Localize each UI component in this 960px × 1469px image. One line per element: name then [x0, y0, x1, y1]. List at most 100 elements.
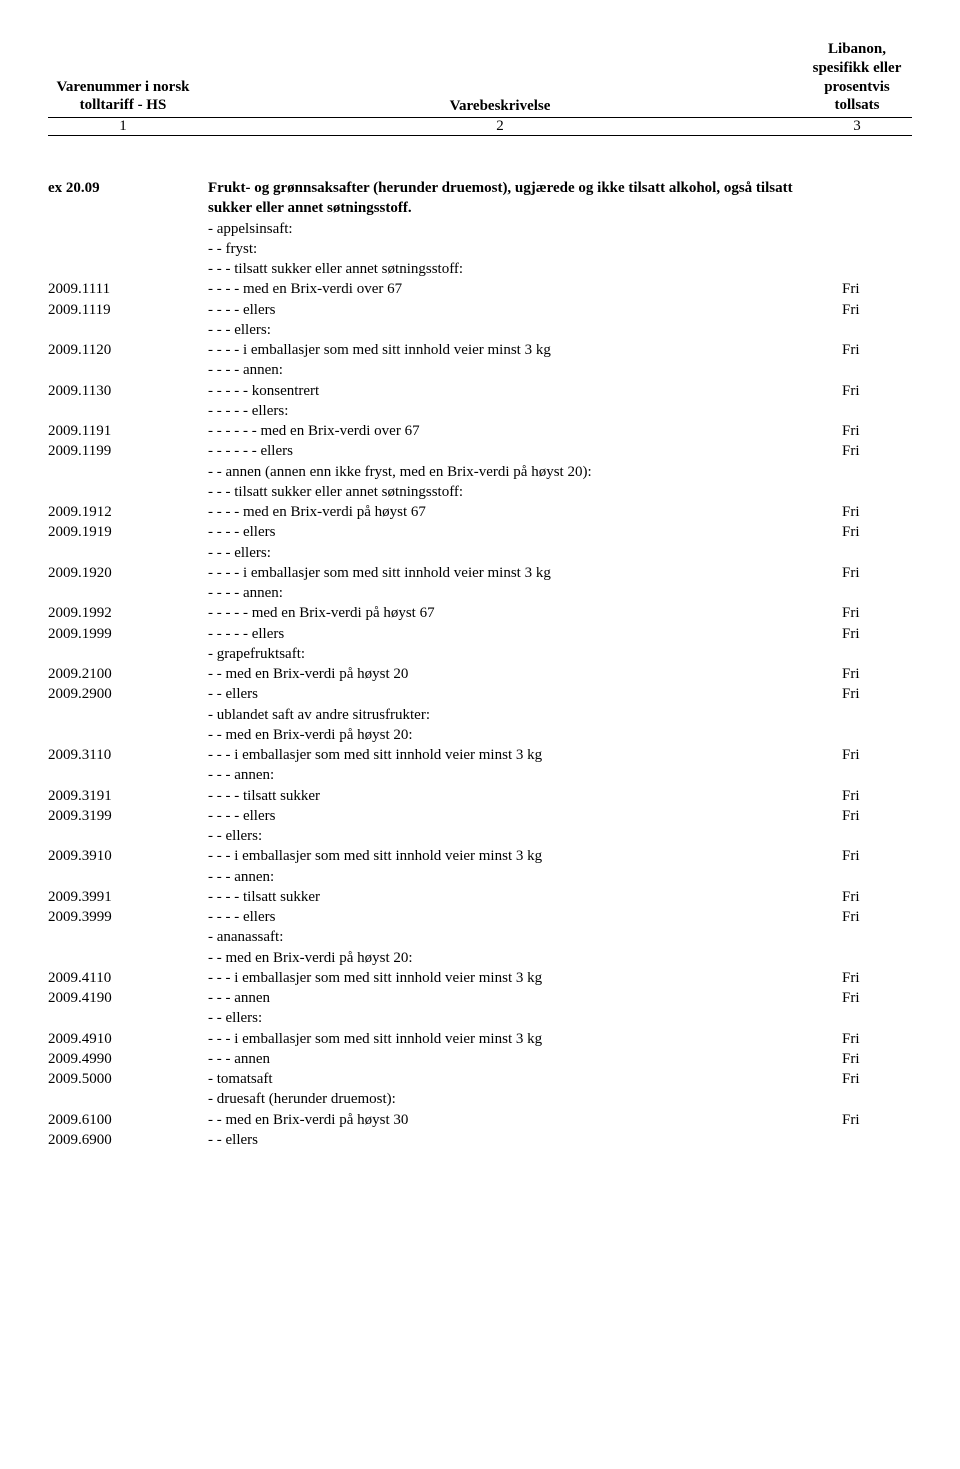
- table-row: 2009.4910- - - i emballasjer som med sit…: [48, 1029, 912, 1049]
- table-row: 2009.3910- - - i emballasjer som med sit…: [48, 846, 912, 866]
- table-row: 2009.4110- - - i emballasjer som med sit…: [48, 968, 912, 988]
- table-row: 2009.3191- - - - tilsatt sukkerFri: [48, 786, 912, 806]
- rate-cell: Fri: [842, 563, 912, 583]
- table-row: 2009.2900- - ellersFri: [48, 684, 912, 704]
- rate-cell: Fri: [842, 846, 912, 866]
- code-cell: 2009.6100: [48, 1110, 208, 1130]
- code-cell: 2009.6900: [48, 1130, 208, 1150]
- description-cell: - - med en Brix-verdi på høyst 20:: [208, 948, 842, 968]
- table-row: - - - tilsatt sukker eller annet søtning…: [48, 482, 912, 502]
- table-row: - - - tilsatt sukker eller annet søtning…: [48, 259, 912, 279]
- description-cell: - - ellers:: [208, 826, 842, 846]
- description-cell: - tomatsaft: [208, 1069, 842, 1089]
- rate-cell: Fri: [842, 745, 912, 765]
- code-cell: 2009.2900: [48, 684, 208, 704]
- rate-cell: Fri: [842, 421, 912, 441]
- rate-cell: Fri: [842, 1110, 912, 1130]
- table-row: 2009.1191- - - - - - med en Brix-verdi o…: [48, 421, 912, 441]
- code-cell: 2009.1992: [48, 603, 208, 623]
- description-cell: - - - ellers:: [208, 543, 842, 563]
- code-cell: 2009.3110: [48, 745, 208, 765]
- code-cell: 2009.4990: [48, 1049, 208, 1069]
- table-row: 2009.2100- - med en Brix-verdi på høyst …: [48, 664, 912, 684]
- table-row: - - - ellers:: [48, 543, 912, 563]
- description-cell: - - - - ellers: [208, 522, 842, 542]
- table-row: - - ellers:: [48, 826, 912, 846]
- description-cell: - - - - - med en Brix-verdi på høyst 67: [208, 603, 842, 623]
- description-cell: - - - - tilsatt sukker: [208, 887, 842, 907]
- description-cell: - - - annen: [208, 1049, 842, 1069]
- description-cell: - - annen (annen enn ikke fryst, med en …: [208, 462, 842, 482]
- rate-cell: Fri: [842, 603, 912, 623]
- table-row: - - - ellers:: [48, 320, 912, 340]
- rate-cell: Fri: [842, 279, 912, 299]
- code-cell: 2009.1920: [48, 563, 208, 583]
- table-row: - - - annen:: [48, 867, 912, 887]
- code-cell: 2009.3999: [48, 907, 208, 927]
- description-cell: - - - annen:: [208, 765, 842, 785]
- code-cell: 2009.1999: [48, 624, 208, 644]
- column-number-row: 1 2 3: [48, 118, 912, 136]
- description-cell: - - - - - ellers:: [208, 401, 842, 421]
- rate-cell: Fri: [842, 684, 912, 704]
- table-row: - - annen (annen enn ikke fryst, med en …: [48, 462, 912, 482]
- description-cell: - - - tilsatt sukker eller annet søtning…: [208, 259, 842, 279]
- description-cell: - - - - annen:: [208, 583, 842, 603]
- description-cell: - - - annen: [208, 988, 842, 1008]
- table-header: Varenummer i norsk tolltariff - HS Vareb…: [48, 40, 912, 118]
- table-row: 2009.1111- - - - med en Brix-verdi over …: [48, 279, 912, 299]
- rate-cell: Fri: [842, 806, 912, 826]
- code-cell: 2009.1130: [48, 381, 208, 401]
- description-cell: - ananassaft:: [208, 927, 842, 947]
- description-cell: - - - i emballasjer som med sitt innhold…: [208, 846, 842, 866]
- rate-cell: Fri: [842, 887, 912, 907]
- rate-cell: Fri: [842, 1069, 912, 1089]
- rate-cell: Fri: [842, 968, 912, 988]
- code-cell: 2009.1111: [48, 279, 208, 299]
- code-cell: 2009.4910: [48, 1029, 208, 1049]
- table-row: - druesaft (herunder druemost):: [48, 1089, 912, 1109]
- table-row: - grapefruktsaft:: [48, 644, 912, 664]
- table-row: 2009.1999- - - - - ellersFri: [48, 624, 912, 644]
- code-cell: 2009.1912: [48, 502, 208, 522]
- code-cell: 2009.3910: [48, 846, 208, 866]
- code-cell: 2009.2100: [48, 664, 208, 684]
- table-row: - - med en Brix-verdi på høyst 20:: [48, 725, 912, 745]
- code-cell: 2009.1120: [48, 340, 208, 360]
- description-cell: - druesaft (herunder druemost):: [208, 1089, 842, 1109]
- description-cell: - - med en Brix-verdi på høyst 20: [208, 664, 842, 684]
- description-cell: - - fryst:: [208, 239, 842, 259]
- description-cell: - - - - ellers: [208, 907, 842, 927]
- code-cell: 2009.1199: [48, 441, 208, 461]
- table-row: 2009.1130- - - - - konsentrertFri: [48, 381, 912, 401]
- description-cell: - - - annen:: [208, 867, 842, 887]
- table-row: 2009.4990- - - annenFri: [48, 1049, 912, 1069]
- description-cell: - - - - annen:: [208, 360, 842, 380]
- rate-cell: Fri: [842, 624, 912, 644]
- colnum-1: 1: [48, 118, 198, 135]
- table-row: - - - - annen:: [48, 360, 912, 380]
- rate-cell: Fri: [842, 441, 912, 461]
- description-cell: - - - - - - ellers: [208, 441, 842, 461]
- description-cell: Frukt- og grønnsaksafter (herunder druem…: [208, 178, 842, 219]
- table-row: 2009.3999- - - - ellersFri: [48, 907, 912, 927]
- description-cell: - - med en Brix-verdi på høyst 20:: [208, 725, 842, 745]
- colnum-2: 2: [198, 118, 802, 135]
- description-cell: - appelsinsaft:: [208, 219, 842, 239]
- description-cell: - - - - med en Brix-verdi på høyst 67: [208, 502, 842, 522]
- code-cell: ex 20.09: [48, 178, 208, 198]
- rate-cell: Fri: [842, 340, 912, 360]
- code-cell: 2009.5000: [48, 1069, 208, 1089]
- code-cell: 2009.3991: [48, 887, 208, 907]
- code-cell: 2009.1919: [48, 522, 208, 542]
- description-cell: - - - - ellers: [208, 300, 842, 320]
- description-cell: - - ellers: [208, 684, 842, 704]
- description-cell: - - - - i emballasjer som med sitt innho…: [208, 563, 842, 583]
- code-cell: 2009.1191: [48, 421, 208, 441]
- header-col3: Libanon, spesifikk eller prosentvis toll…: [802, 40, 912, 115]
- description-cell: - - - - - - med en Brix-verdi over 67: [208, 421, 842, 441]
- rate-cell: Fri: [842, 786, 912, 806]
- description-cell: - - - ellers:: [208, 320, 842, 340]
- rate-cell: Fri: [842, 522, 912, 542]
- description-cell: - - ellers:: [208, 1008, 842, 1028]
